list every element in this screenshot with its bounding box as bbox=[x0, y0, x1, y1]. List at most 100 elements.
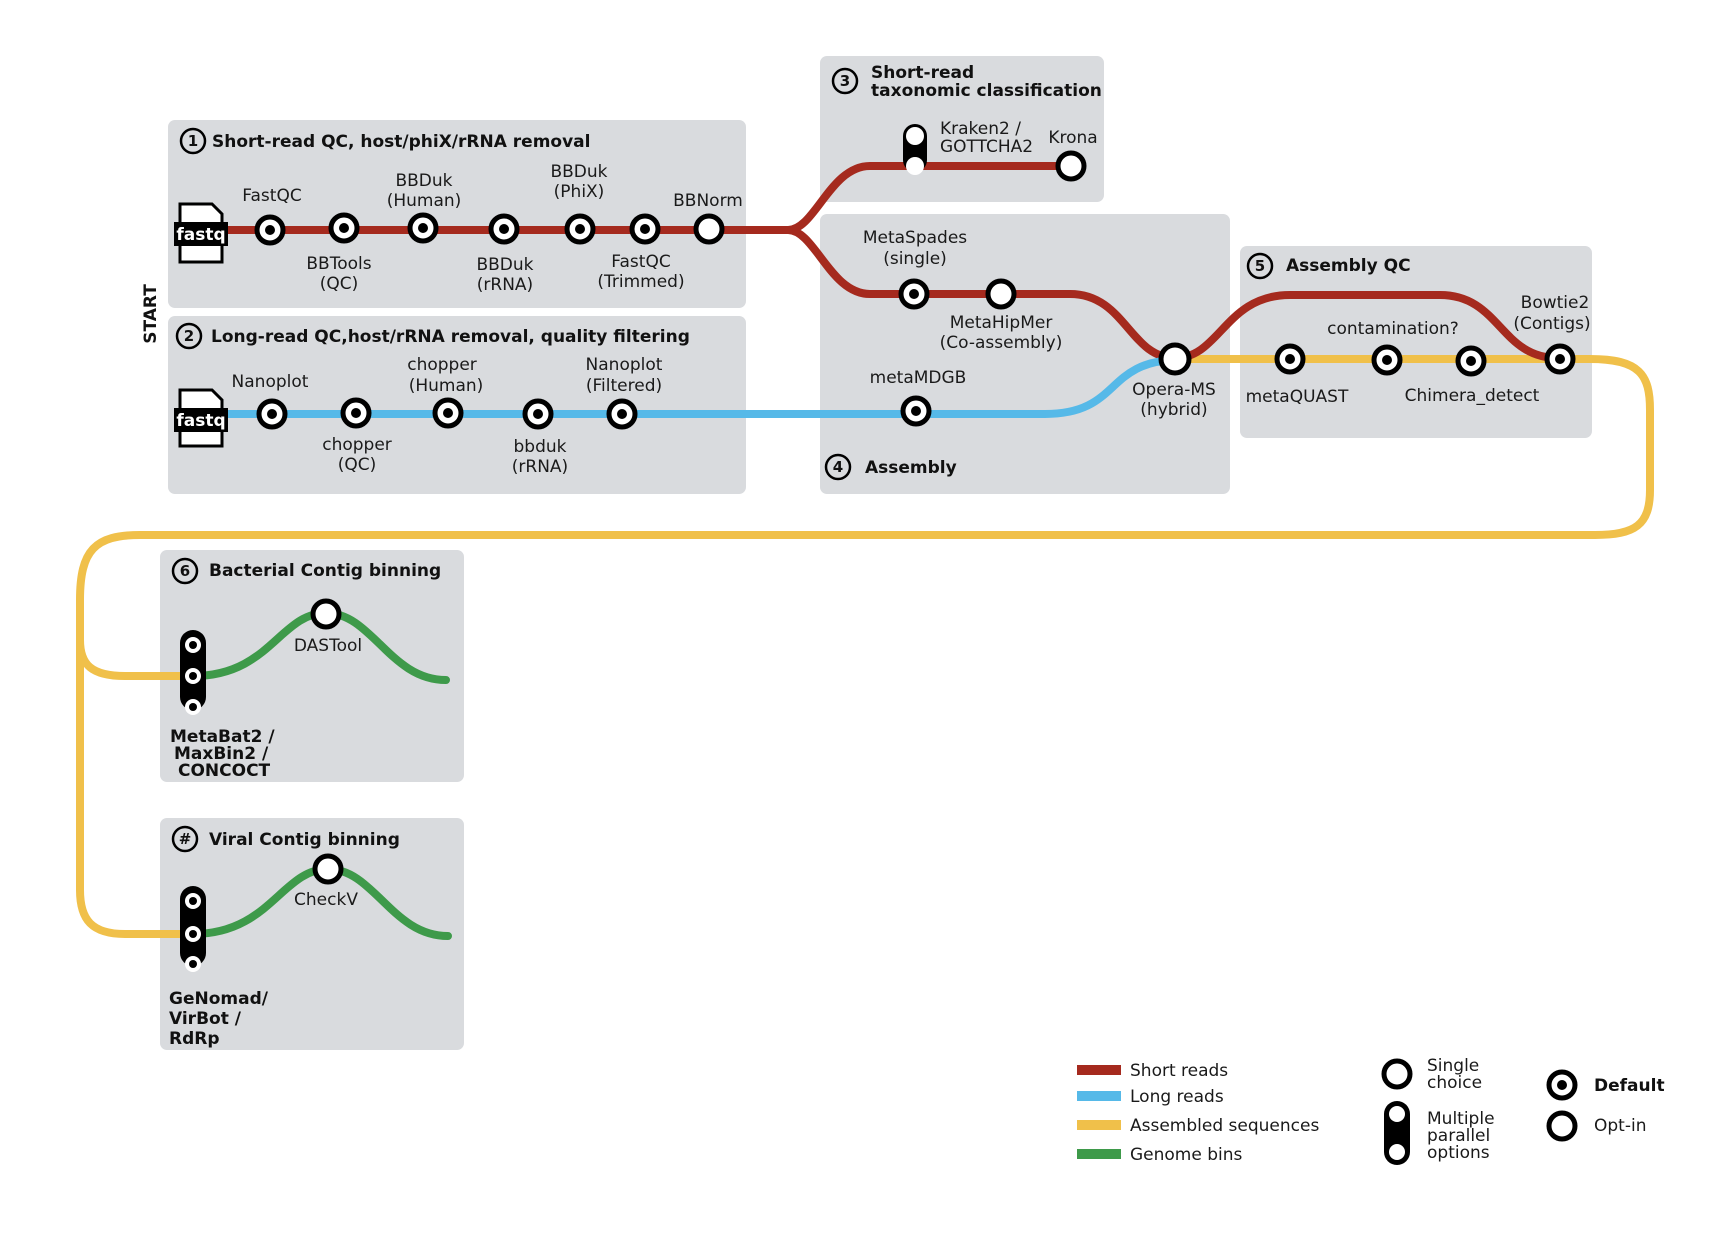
section-6-title: 6 Bacterial Contig binning bbox=[171, 557, 441, 585]
legend-bins: Genome bins bbox=[1130, 1145, 1243, 1165]
section-7-heading: Viral Contig binning bbox=[209, 830, 400, 850]
label-metabat-l3: CONCOCT bbox=[178, 761, 271, 781]
legend-multi-l2: parallel bbox=[1427, 1126, 1490, 1146]
section-4-heading: Assembly bbox=[865, 458, 957, 478]
section-1-number-badge bbox=[179, 127, 207, 155]
legend-single-l2: choice bbox=[1427, 1073, 1482, 1093]
station-metaquast[interactable] bbox=[1274, 343, 1306, 375]
section-7-number-badge bbox=[171, 825, 199, 853]
station-chimera-detect[interactable] bbox=[1455, 345, 1487, 377]
label-metabat-l1: MetaBat2 / bbox=[170, 727, 275, 747]
section-2-number-badge bbox=[175, 322, 203, 350]
section-4-title: 4 Assembly bbox=[824, 453, 957, 481]
section-3-heading-line2: taxonomic classification bbox=[871, 81, 1102, 101]
section-3-number: 3 bbox=[840, 72, 850, 90]
legend: Short reads Long reads Assembled sequenc… bbox=[1077, 1056, 1665, 1165]
section-7-number: # bbox=[179, 830, 192, 848]
section-2-title: 2 Long-read QC,host/rRNA removal, qualit… bbox=[175, 322, 690, 350]
legend-assembled: Assembled sequences bbox=[1130, 1116, 1319, 1136]
label-bbnorm: BBNorm bbox=[673, 191, 743, 211]
label-bbtools-l2: (QC) bbox=[320, 274, 359, 294]
section-6-number-badge bbox=[171, 557, 199, 585]
fastq-label-short: fastq bbox=[176, 225, 225, 245]
station-nanoplot-filtered[interactable] bbox=[606, 398, 638, 430]
section-5-title: 5 Assembly QC bbox=[1246, 252, 1411, 280]
label-metaspades-l2: (single) bbox=[883, 249, 947, 269]
section-1-heading: Short-read QC, host/phiX/rRNA removal bbox=[212, 132, 590, 152]
station-concoct[interactable] bbox=[185, 699, 201, 715]
station-bowtie2[interactable] bbox=[1544, 343, 1576, 375]
station-virbot[interactable] bbox=[185, 926, 201, 942]
label-nanoplot-filtered-l2: (Filtered) bbox=[586, 376, 662, 396]
section-3-heading-line1: Short-read bbox=[871, 63, 974, 83]
station-bbtools[interactable] bbox=[328, 212, 360, 244]
section-5-number-badge bbox=[1246, 252, 1274, 280]
station-maxbin2[interactable] bbox=[185, 668, 201, 684]
station-labels: FastQC BBTools (QC) BBDuk (Human) BBDuk … bbox=[169, 119, 1591, 1049]
station-nanoplot[interactable] bbox=[256, 398, 288, 430]
station-krona[interactable] bbox=[1055, 150, 1087, 182]
label-bbduk-human-l2: (Human) bbox=[387, 191, 462, 211]
station-bbduk-rrna[interactable] bbox=[488, 213, 520, 245]
section-1-title: 1 Short-read QC, host/phiX/rRNA removal bbox=[179, 127, 590, 155]
section-2-number: 2 bbox=[184, 327, 194, 345]
section-7-title: # Viral Contig binning bbox=[171, 825, 400, 853]
legend-short-reads: Short reads bbox=[1130, 1061, 1228, 1081]
station-rdrp[interactable] bbox=[185, 956, 201, 972]
legend-single-l1: Single bbox=[1427, 1056, 1479, 1076]
label-opera-ms-l2: (hybrid) bbox=[1140, 400, 1207, 420]
section-2-heading: Long-read QC,host/rRNA removal, quality … bbox=[211, 327, 690, 347]
section-1-box bbox=[168, 120, 746, 308]
station-chopper-qc[interactable] bbox=[340, 397, 372, 429]
station-bbduk-phix[interactable] bbox=[564, 213, 596, 245]
legend-swatch-assembled bbox=[1077, 1120, 1121, 1130]
station-kraken2[interactable] bbox=[906, 127, 924, 145]
station-dastool[interactable] bbox=[310, 598, 342, 630]
label-chopper-human-l2: (Human) bbox=[409, 376, 484, 396]
label-kraken-l1: Kraken2 / bbox=[940, 119, 1021, 139]
station-fastqc[interactable] bbox=[254, 214, 286, 246]
section-6-number: 6 bbox=[180, 562, 190, 580]
station-chopper-human[interactable] bbox=[432, 397, 464, 429]
label-checkv: CheckV bbox=[294, 890, 358, 910]
station-fastqc-trimmed[interactable] bbox=[629, 213, 661, 245]
station-bbnorm[interactable] bbox=[693, 213, 725, 245]
station-contamination[interactable] bbox=[1371, 344, 1403, 376]
label-opera-ms-l1: Opera-MS bbox=[1132, 380, 1216, 400]
station-gottcha2[interactable] bbox=[906, 157, 924, 175]
label-bbduk-rrna-l1: BBDuk bbox=[476, 255, 533, 275]
stations bbox=[185, 127, 1576, 972]
station-metahipmer[interactable] bbox=[985, 278, 1017, 310]
label-metahipmer-l1: MetaHipMer bbox=[950, 313, 1053, 333]
label-bbduk-rrna-l2: (rRNA) bbox=[477, 275, 533, 295]
legend-long-reads: Long reads bbox=[1130, 1087, 1224, 1107]
legend-optin-icon bbox=[1546, 1110, 1578, 1142]
section-3-title: 3 Short-read taxonomic classification bbox=[831, 63, 1102, 101]
section-1-number: 1 bbox=[188, 132, 198, 150]
assembled-line bbox=[76, 355, 1654, 938]
station-checkv[interactable] bbox=[312, 853, 344, 885]
section-4-number-badge bbox=[824, 453, 852, 481]
station-metaspades[interactable] bbox=[898, 278, 930, 310]
legend-multi-l3: options bbox=[1427, 1143, 1490, 1163]
station-genomad[interactable] bbox=[185, 893, 201, 909]
section-5-number: 5 bbox=[1255, 257, 1265, 275]
label-metaquast: metaQUAST bbox=[1246, 387, 1349, 407]
section-5-heading: Assembly QC bbox=[1286, 256, 1411, 276]
short-reads-line bbox=[186, 162, 1562, 362]
station-bbduk-lr-rrna[interactable] bbox=[522, 398, 554, 430]
label-metamdgb: metaMDGB bbox=[870, 368, 967, 388]
legend-multi-l1: Multiple bbox=[1427, 1109, 1495, 1129]
station-bbduk-human[interactable] bbox=[407, 212, 439, 244]
station-opera-ms[interactable] bbox=[1158, 342, 1192, 376]
label-bbduk-lr-l1: bbduk bbox=[514, 437, 567, 457]
label-metahipmer-l2: (Co-assembly) bbox=[940, 333, 1063, 353]
station-metamdgb[interactable] bbox=[900, 395, 932, 427]
label-dastool: DASTool bbox=[294, 636, 362, 656]
label-contamination: contamination? bbox=[1327, 319, 1459, 339]
label-fastqc-trimmed-l1: FastQC bbox=[611, 252, 670, 272]
station-metabat2[interactable] bbox=[185, 637, 201, 653]
section-6-box bbox=[160, 550, 464, 782]
label-bbduk-phix-l2: (PhiX) bbox=[554, 182, 605, 202]
